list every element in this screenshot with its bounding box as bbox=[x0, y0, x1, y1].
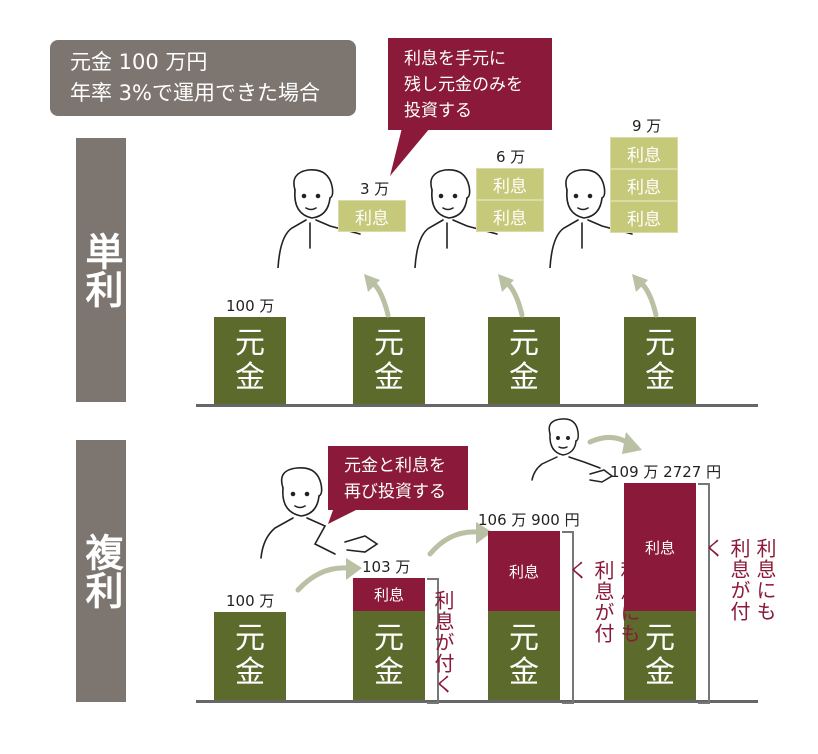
speech-bubble-simple-tail bbox=[390, 128, 430, 176]
scenario-line-1: 元金 100 万円 bbox=[70, 50, 208, 74]
compound-principal-bar-2: 元 金 bbox=[353, 611, 425, 700]
person-icon bbox=[414, 169, 498, 268]
simple-interest-label-2: 6 万 bbox=[496, 148, 526, 166]
compound-interest-bar-3: 利息 bbox=[488, 531, 560, 611]
compound-person-figure-small bbox=[531, 418, 614, 483]
simple-principal-bar-3: 元 金 bbox=[488, 317, 560, 404]
principal-char-2: 金 bbox=[374, 359, 404, 395]
principal-char-1: 元 bbox=[645, 620, 675, 656]
compound-note-1: 利息が付く bbox=[431, 590, 455, 695]
principal-char-2: 金 bbox=[235, 359, 265, 395]
simple-principal-bar-1: 元 金 bbox=[214, 317, 286, 404]
interest-block: 利息 bbox=[610, 169, 678, 201]
person-icon bbox=[549, 169, 633, 268]
simple-interest-label-1: 3 万 bbox=[360, 180, 390, 198]
section-label-simple: 単利 bbox=[76, 138, 126, 402]
compound-total-label-3: 106 万 900 円 bbox=[478, 511, 580, 529]
simple-interest-label-3: 9 万 bbox=[632, 117, 662, 135]
scenario-line-2: 年率 3%で運用できた場合 bbox=[70, 81, 320, 105]
compound-interest-bar-2: 利息 bbox=[353, 578, 425, 611]
compound-note-3: 利息にも利息が付く bbox=[701, 538, 777, 622]
simple-person-figures bbox=[277, 169, 633, 268]
section-label-simple-text: 単利 bbox=[79, 232, 123, 308]
compound-principal-bar-3: 元 金 bbox=[488, 611, 560, 700]
principal-char-2: 金 bbox=[235, 655, 265, 690]
interest-block: 利息 bbox=[476, 168, 544, 200]
compound-principal-bar-4: 元 金 bbox=[624, 611, 696, 700]
simple-principal-bar-4: 元 金 bbox=[624, 317, 696, 404]
speech-bubble-compound: 元金と利息を 再び投資する bbox=[328, 446, 468, 510]
compound-principal-bar-1: 元 金 bbox=[214, 612, 286, 700]
speech-compound-line-2: 再び投資する bbox=[344, 482, 446, 502]
compound-total-label-1: 100 万 bbox=[226, 592, 275, 610]
bracket-3 bbox=[562, 531, 574, 704]
compound-person-figure bbox=[260, 467, 379, 559]
speech-simple-line-2: 残し元金のみを bbox=[404, 75, 523, 95]
principal-char-1: 元 bbox=[509, 620, 539, 656]
principal-char-2: 金 bbox=[374, 654, 404, 690]
baseline-compound bbox=[196, 700, 758, 703]
compound-interest-bar-4: 利息 bbox=[624, 483, 696, 611]
bracket-4 bbox=[698, 483, 710, 704]
principal-char-2: 金 bbox=[509, 359, 539, 395]
simple-principal-label: 100 万 bbox=[226, 297, 275, 315]
speech-simple-line-3: 投資する bbox=[404, 101, 472, 121]
compound-total-label-2: 103 万 bbox=[362, 558, 411, 576]
principal-char-1: 元 bbox=[235, 325, 265, 361]
section-label-compound-text: 複利 bbox=[79, 533, 123, 609]
principal-char-2: 金 bbox=[509, 654, 539, 690]
speech-simple-line-1: 利息を手元に bbox=[404, 49, 506, 69]
speech-compound-line-1: 元金と利息を bbox=[344, 456, 446, 476]
section-label-compound: 複利 bbox=[76, 440, 126, 702]
principal-char-1: 元 bbox=[509, 325, 539, 361]
interest-block: 利息 bbox=[338, 200, 406, 232]
interest-block: 利息 bbox=[610, 201, 678, 233]
principal-char-1: 元 bbox=[374, 325, 404, 361]
interest-block: 利息 bbox=[610, 137, 678, 169]
bracket-2 bbox=[427, 578, 439, 704]
scenario-info: 元金 100 万円 年率 3%で運用できた場合 bbox=[50, 40, 356, 116]
principal-char-2: 金 bbox=[645, 654, 675, 690]
principal-char-1: 元 bbox=[374, 620, 404, 656]
compound-total-label-4: 109 万 2727 円 bbox=[610, 463, 722, 481]
principal-char-1: 元 bbox=[235, 621, 265, 656]
simple-principal-bar-2: 元 金 bbox=[353, 317, 425, 404]
speech-bubble-simple: 利息を手元に 残し元金のみを 投資する bbox=[388, 38, 552, 130]
interest-block: 利息 bbox=[476, 200, 544, 232]
simple-arrows bbox=[364, 274, 659, 318]
baseline-simple bbox=[196, 404, 758, 407]
principal-char-1: 元 bbox=[645, 325, 675, 361]
principal-char-2: 金 bbox=[645, 359, 675, 395]
compound-note-2: 利息にも利息が付く bbox=[565, 560, 641, 644]
compound-arrows bbox=[295, 432, 642, 593]
